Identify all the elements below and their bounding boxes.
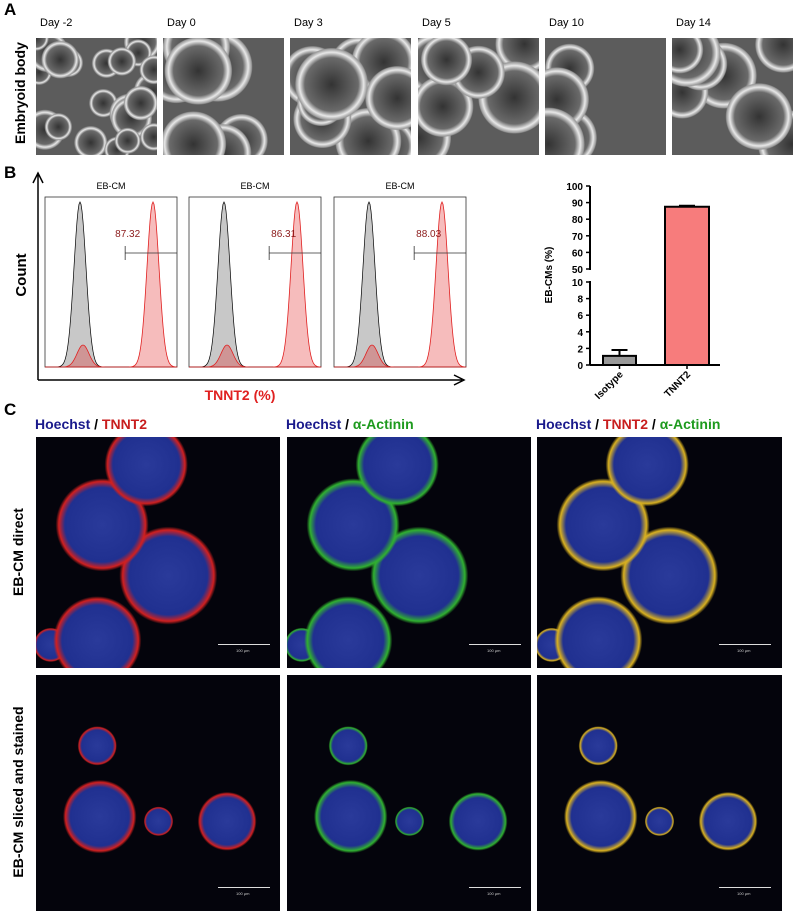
flow-cytometry-histograms: EB-CM 87.32 EB-CM 86.31 EB-CM 88.03 Count TNNT2… [13,171,467,403]
y-tick-label: 60 [572,248,584,259]
row-label: EB-CM direct [10,507,26,596]
y-tick-label: 4 [577,328,583,339]
y-axis-label: EB-CMs (%) [544,247,555,304]
scale-bar-label: 100 μm [737,891,751,896]
fluorescence-image: 100 μm [537,675,782,911]
histogram-title: EB-CM [241,181,270,191]
bar-isotype [602,354,637,366]
brightfield-image [163,38,284,155]
y-axis-arrow [32,171,44,380]
x-axis-arrow [38,374,466,386]
scale-bar [469,644,521,645]
y-tick-label: 100 [566,182,583,193]
y-tick-label: 6 [577,311,583,322]
y-tick-label: 2 [577,344,583,355]
day-label: Day 5 [422,17,451,29]
scale-bar-label: 100 μm [236,648,250,653]
scale-bar-label: 100 μm [236,891,250,896]
gate-percentage: 86.31 [271,229,296,240]
brightfield-image [290,38,411,155]
brightfield-image [672,38,793,155]
scale-bar [218,644,270,645]
scale-bar-label: 100 μm [487,891,501,896]
scale-bar-label: 100 μm [487,648,501,653]
y-tick-label: 0 [577,361,583,372]
stain-label: Hoechst [35,416,91,432]
y-axis-label: Count [13,253,30,296]
x-tick-label: TNNT2 [663,369,694,400]
y-tick-label: 90 [572,199,584,210]
histogram-title: EB-CM [97,181,126,191]
histogram-title: EB-CM [386,181,415,191]
tnnt2-histogram [334,201,467,368]
fluorescence-image: 100 μm [36,675,280,911]
brightfield-image [36,38,157,155]
error-bar [611,349,628,356]
fluorescence-image: 100 μm [287,675,531,911]
gate-percentage: 88.03 [416,229,441,240]
x-axis-label: TNNT2 (%) [205,387,276,403]
day-label: Day 0 [167,17,196,29]
bar-chart: 0 2 4 6 8 10 50 60 70 80 90 100 Isotype TNNT2 EB-CMs (… [544,182,720,402]
bar-tnnt2 [664,205,710,366]
stain-label: Hoechst [286,416,342,432]
fluorescence-image: 100 μm [36,437,280,668]
day-label: Day -2 [40,17,73,29]
stain-label: / [341,416,353,432]
stain-label: / [90,416,102,432]
y-tick-label: 80 [572,215,584,226]
panel-a-label: A [4,0,17,19]
y-tick-label: 50 [572,265,584,276]
tnnt2-histogram [45,201,178,368]
brightfield-image [418,38,539,155]
stain-label: TNNT2 [602,416,649,432]
gate-line [124,246,177,260]
x-tick-label: Isotype [593,369,626,402]
panel-b-label: B [4,163,17,182]
fluorescence-image: 100 μm [287,437,531,668]
y-tick-label: 10 [572,278,584,289]
scale-bar [469,887,521,888]
error-bar [679,204,695,207]
y-tick-label: 70 [572,232,584,243]
column-header: Hoechst / TNNT2 / α-Actinin [536,416,720,432]
tnnt2-histogram [189,201,322,368]
scale-bar [719,887,771,888]
stain-label: α-Actinin [352,416,414,432]
stain-label: / [591,416,603,432]
column-header: Hoechst / TNNT2 [35,416,147,432]
fluorescence-image: 100 μm [537,437,782,668]
y-tick-label: 8 [577,295,583,306]
stain-label: Hoechst [536,416,592,432]
scale-bar [218,887,270,888]
row-label-embryoid-body: Embryoid body [12,42,28,144]
gate-percentage: 87.32 [115,229,140,240]
scale-bar [719,644,771,645]
day-label: Day 3 [294,17,323,29]
gate-line [268,246,321,260]
panel-c-label: C [4,400,17,419]
column-header: Hoechst / α-Actinin [286,416,414,432]
row-label: EB-CM sliced and stained [10,706,26,878]
day-label: Day 10 [549,17,584,29]
scale-bar-label: 100 μm [737,648,751,653]
stain-label: α-Actinin [659,416,721,432]
gate-line [413,246,466,260]
stain-label: TNNT2 [101,416,148,432]
stain-label: / [648,416,660,432]
brightfield-image [545,38,666,155]
day-label: Day 14 [676,17,711,29]
